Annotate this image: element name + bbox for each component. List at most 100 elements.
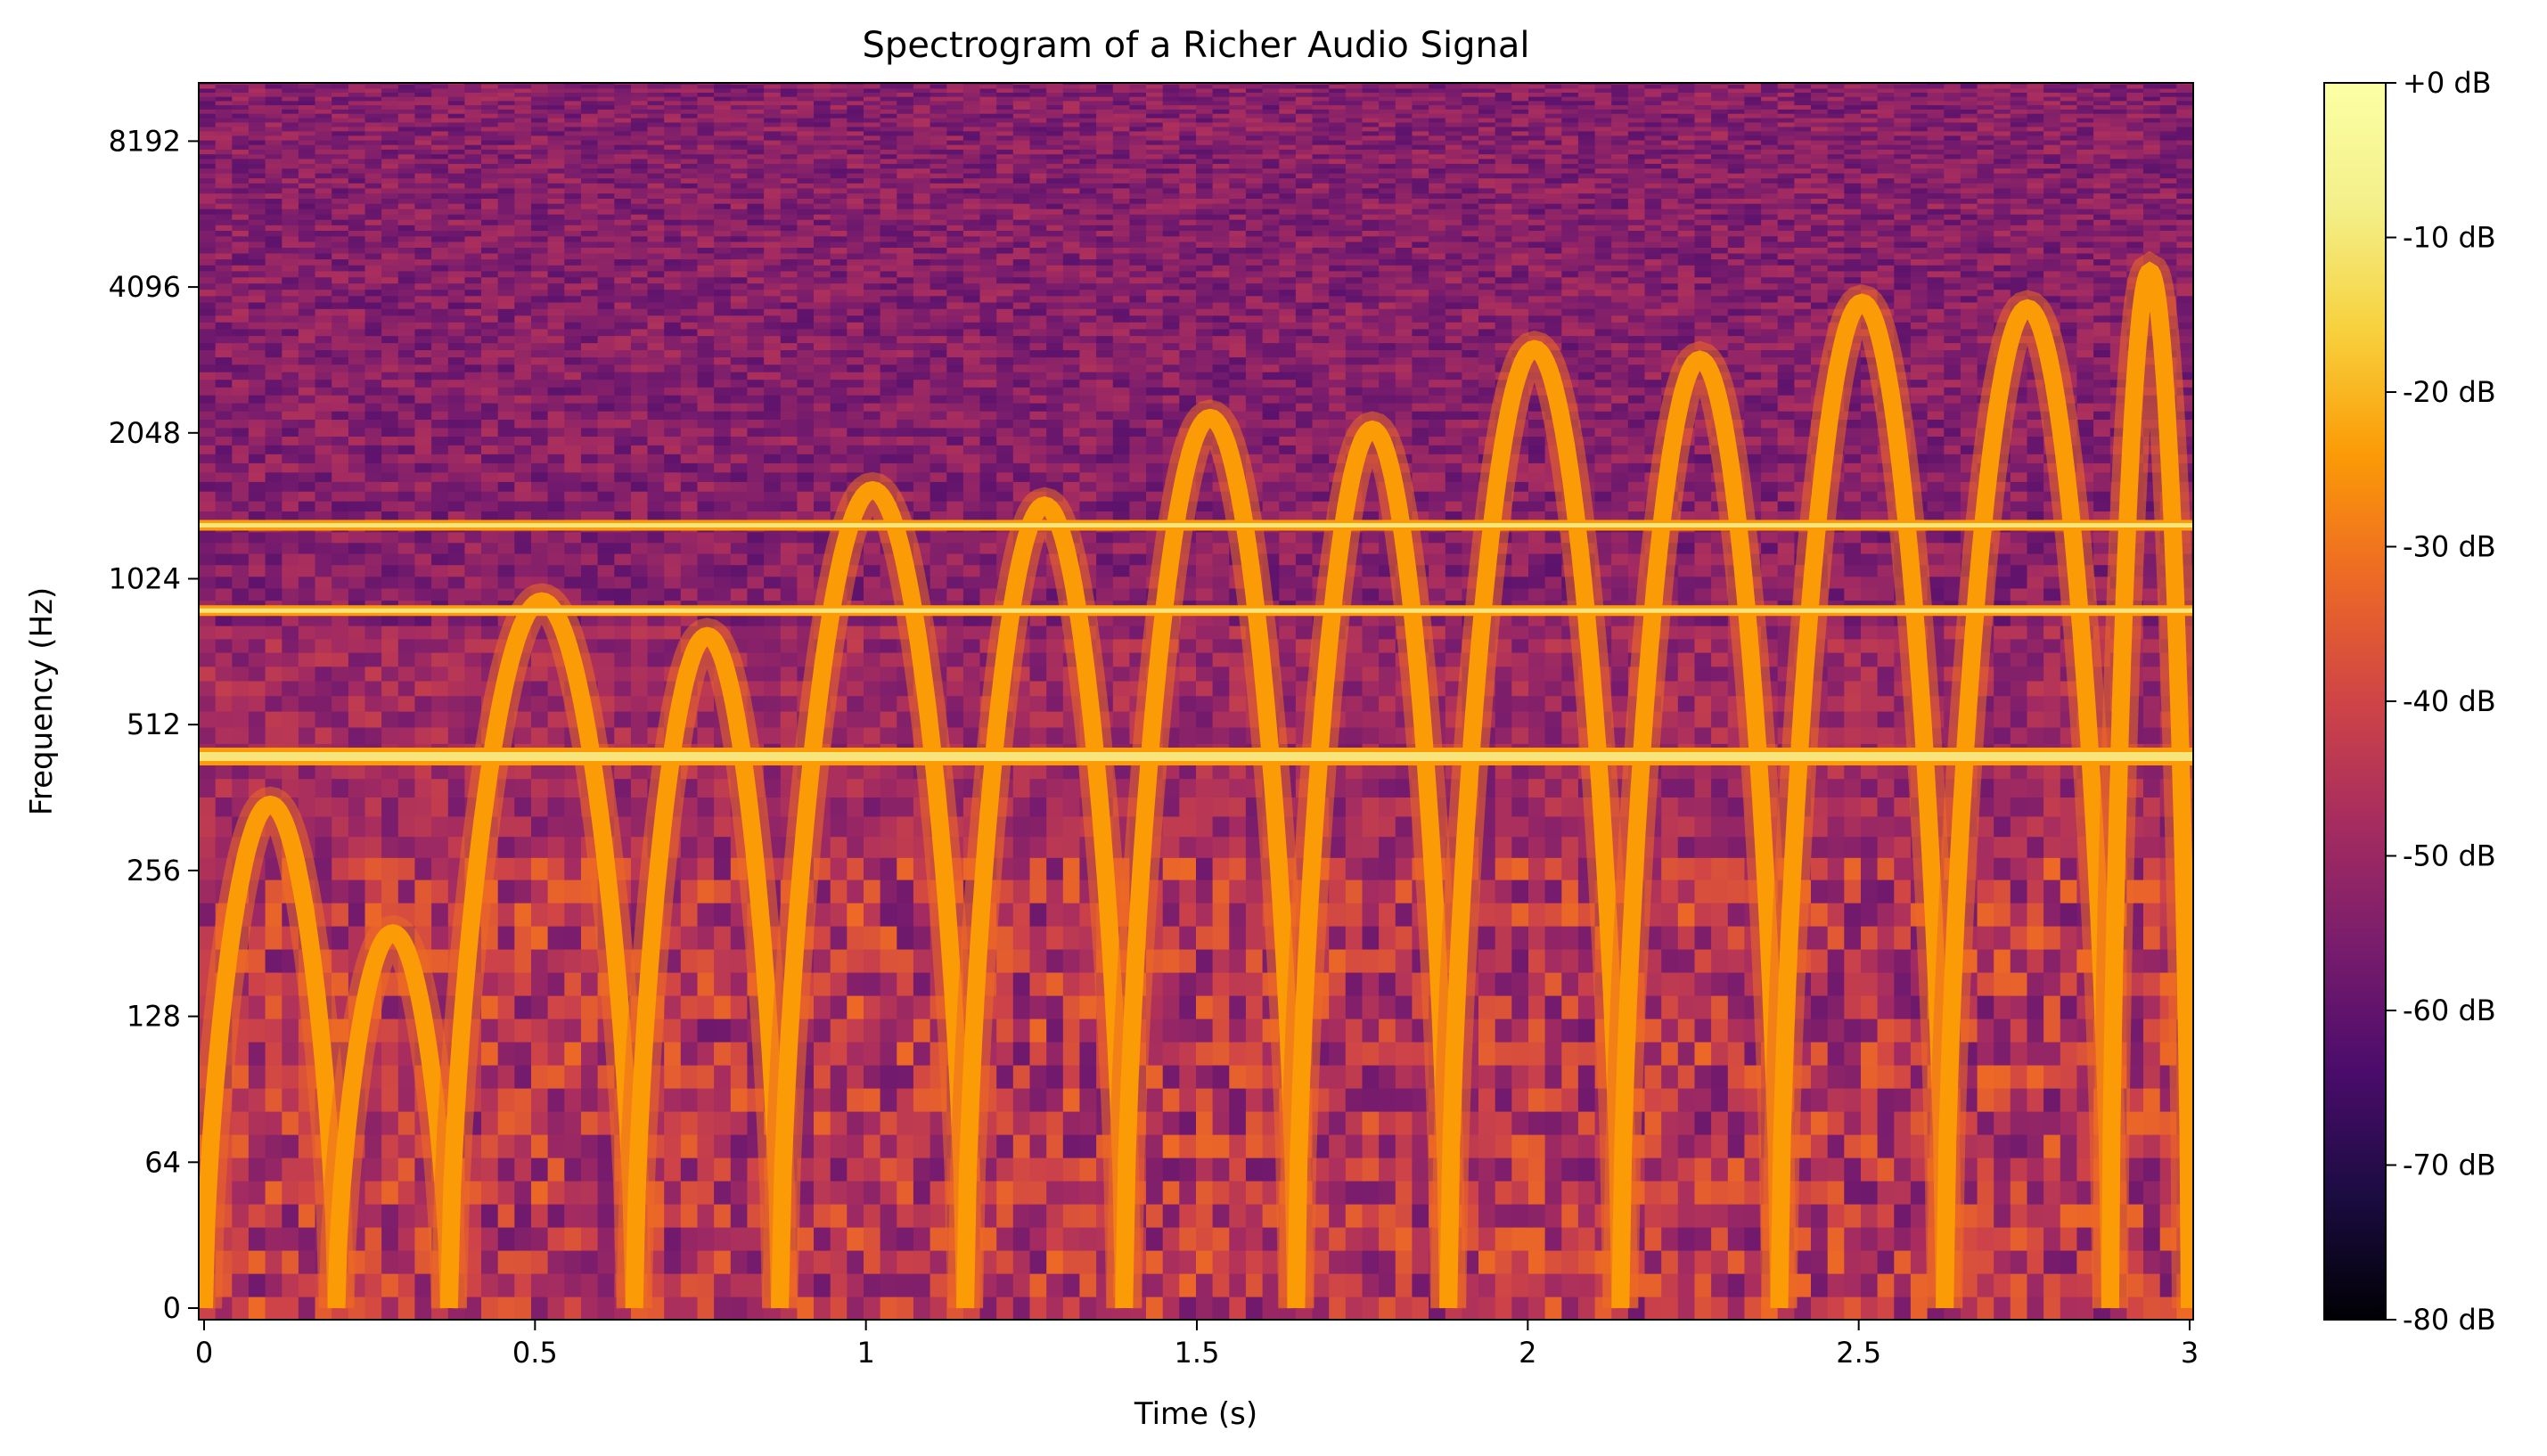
heatmap-cell <box>364 1088 382 1112</box>
heatmap-cell <box>1362 1018 1380 1043</box>
heatmap-cell <box>797 553 815 566</box>
heatmap-cell <box>864 797 881 817</box>
heatmap-cell <box>431 587 449 601</box>
heatmap-cell <box>431 879 449 904</box>
heatmap-cell <box>714 1273 732 1297</box>
heatmap-cell <box>364 1134 382 1158</box>
heatmap-cell <box>730 542 749 554</box>
heatmap-cell <box>1046 778 1064 798</box>
heatmap-cell <box>497 879 515 904</box>
heatmap-cell <box>282 666 299 682</box>
heatmap-cell <box>962 564 981 577</box>
heatmap-cell <box>381 778 399 798</box>
heatmap-cell <box>814 1250 831 1274</box>
heatmap-cell <box>897 1134 914 1158</box>
heatmap-cell <box>2060 1227 2078 1251</box>
heatmap-cell <box>1345 1227 1364 1251</box>
heatmap-cell <box>397 1250 416 1274</box>
heatmap-cell <box>697 778 715 798</box>
heatmap-cell <box>2060 1111 2078 1135</box>
heatmap-cell <box>1677 1018 1696 1043</box>
heatmap-cell <box>747 1296 765 1320</box>
heatmap-cell <box>1029 903 1047 927</box>
heatmap-cell <box>764 531 782 544</box>
heatmap-cell <box>1844 612 1862 626</box>
heatmap-cell <box>497 531 515 544</box>
heatmap-cell <box>1495 1157 1512 1182</box>
heatmap-cell <box>564 857 582 880</box>
heatmap-cell <box>864 926 881 950</box>
heatmap-cell <box>265 1065 283 1089</box>
heatmap-cell <box>497 1134 515 1158</box>
heatmap-cell <box>581 1227 599 1251</box>
heatmap-cell <box>1777 587 1795 601</box>
heatmap-cell <box>1511 879 1529 904</box>
heatmap-cell <box>1511 1042 1529 1066</box>
heatmap-cell <box>1212 652 1230 667</box>
heatmap-cell <box>680 903 699 927</box>
heatmap-cell <box>1312 1227 1330 1251</box>
heatmap-cell <box>1029 949 1047 973</box>
heatmap-cell <box>1861 879 1879 904</box>
heatmap-cell <box>531 1157 549 1182</box>
heatmap-cell <box>1894 903 1912 927</box>
heatmap-cell <box>564 576 582 589</box>
heatmap-cell <box>1362 972 1380 996</box>
heatmap-cell <box>531 879 549 904</box>
heatmap-cell <box>946 531 964 544</box>
heatmap-cell <box>1694 1065 1712 1089</box>
heatmap-cell <box>680 995 699 1019</box>
heatmap-cell <box>581 531 599 544</box>
heatmap-cell <box>764 576 782 589</box>
heatmap-cell <box>199 711 217 728</box>
heatmap-cell <box>1395 879 1413 904</box>
heatmap-cell <box>897 995 914 1019</box>
heatmap-cell <box>1262 1157 1280 1182</box>
heatmap-cell <box>714 1111 732 1135</box>
heatmap-cell <box>1362 1204 1380 1228</box>
heatmap-cell <box>630 652 649 667</box>
heatmap-cell <box>1877 612 1895 626</box>
heatmap-cell <box>481 995 499 1019</box>
heatmap-cell <box>364 1250 382 1274</box>
heatmap-cell <box>1528 542 1546 554</box>
heatmap-cell <box>1644 995 1662 1019</box>
heatmap-cell <box>1861 564 1879 577</box>
heatmap-cell <box>581 626 599 640</box>
heatmap-cell <box>1844 564 1862 577</box>
heatmap-cell <box>2143 972 2161 996</box>
heatmap-cell <box>780 553 798 566</box>
heatmap-cell <box>199 726 217 744</box>
heatmap-cell <box>1312 1157 1330 1182</box>
heatmap-cell <box>381 1250 399 1274</box>
heatmap-cell <box>1129 564 1147 577</box>
heatmap-cell <box>265 531 283 544</box>
heatmap-cell <box>2027 680 2044 697</box>
heatmap-cell <box>946 564 964 577</box>
heatmap-cell <box>315 666 332 682</box>
heatmap-cell <box>1827 836 1845 858</box>
heatmap-cell <box>1196 903 1214 927</box>
heatmap-cell <box>797 587 815 601</box>
heatmap-cell <box>1877 797 1895 817</box>
heatmap-cell <box>514 1273 532 1297</box>
heatmap-cell <box>1511 1018 1529 1043</box>
heatmap-cell <box>547 1250 565 1274</box>
heatmap-cell <box>1129 553 1147 566</box>
heatmap-cell <box>1927 564 1945 577</box>
heatmap-cell <box>497 587 515 601</box>
heatmap-cell <box>1079 1088 1097 1112</box>
heatmap-cell <box>1844 1227 1862 1251</box>
heatmap-cell <box>1029 1042 1047 1066</box>
heatmap-cell <box>747 680 765 697</box>
heatmap-cell <box>730 612 749 626</box>
heatmap-cell <box>2010 995 2028 1019</box>
heatmap-cell <box>1694 1250 1712 1274</box>
heatmap-cell <box>1495 797 1512 817</box>
heatmap-cell <box>265 564 283 577</box>
heatmap-cell <box>1844 778 1862 798</box>
heatmap-cell <box>614 564 632 577</box>
heatmap-cell <box>897 1065 914 1089</box>
heatmap-cell <box>1079 531 1097 544</box>
heatmap-cell <box>531 542 549 554</box>
